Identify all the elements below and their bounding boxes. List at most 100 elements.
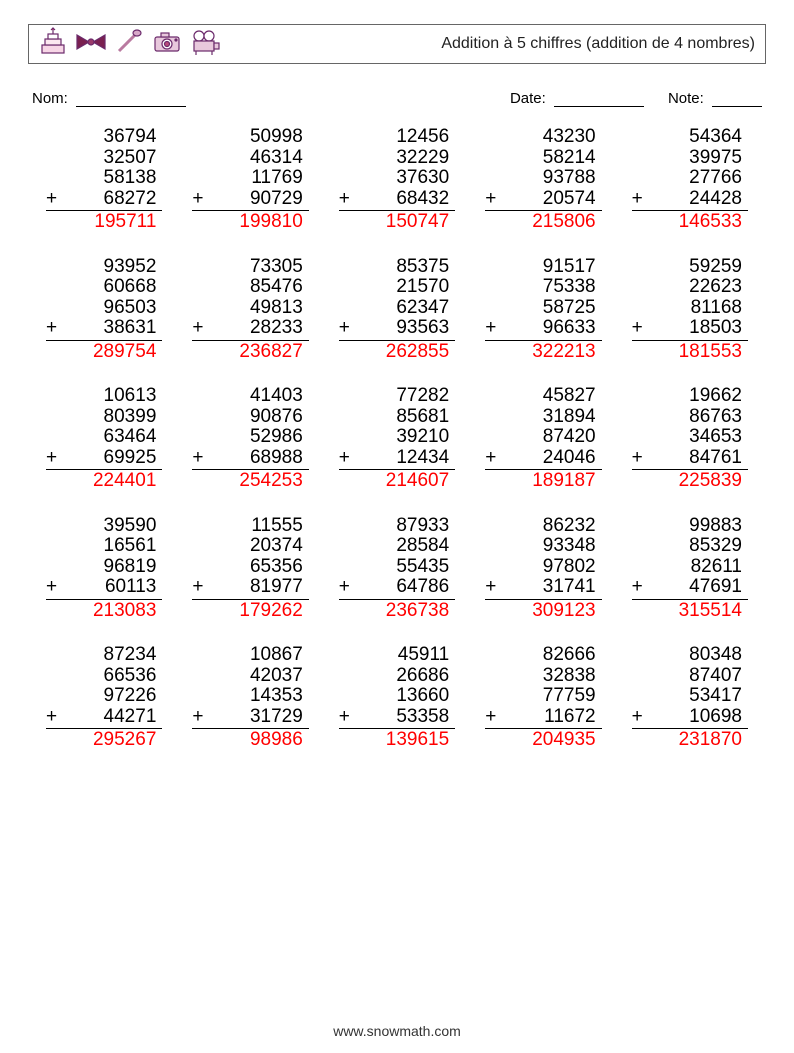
camera-icon xyxy=(149,27,185,62)
addend: 82666 xyxy=(485,645,601,666)
addend: 93952 xyxy=(46,257,162,278)
addend-last: +10698 xyxy=(632,707,748,730)
addend: 41403 xyxy=(192,386,308,407)
addend: 85681 xyxy=(339,407,455,428)
problem: 367943250758138+68272195711 xyxy=(46,127,162,233)
plus-sign: + xyxy=(192,707,203,728)
addend: 36794 xyxy=(46,127,162,148)
answer: 231870 xyxy=(632,729,748,751)
addend: 37630 xyxy=(339,168,455,189)
addend-last: +81977 xyxy=(192,577,308,600)
addend: 10867 xyxy=(192,645,308,666)
addend: 46314 xyxy=(192,148,308,169)
plus-sign: + xyxy=(192,318,203,339)
problem: 872346653697226+44271295267 xyxy=(46,645,162,751)
addend: 80399 xyxy=(46,407,162,428)
problem: 915177533858725+96633322213 xyxy=(485,257,601,363)
addend-last: +68272 xyxy=(46,189,162,212)
addend: 85476 xyxy=(192,277,308,298)
answer: 98986 xyxy=(192,729,308,751)
problem: 124563222937630+68432150747 xyxy=(339,127,455,233)
plus-sign: + xyxy=(339,189,350,210)
plus-sign: + xyxy=(192,577,203,598)
header: Addition à 5 chiffres (addition de 4 nom… xyxy=(28,24,766,64)
plus-sign: + xyxy=(192,189,203,210)
score-label: Note: xyxy=(668,90,704,107)
name-blank[interactable] xyxy=(76,92,186,107)
problem: 853752157062347+93563262855 xyxy=(339,257,455,363)
date-label: Date: xyxy=(510,90,546,107)
addend: 10613 xyxy=(46,386,162,407)
addend: 55435 xyxy=(339,557,455,578)
addend: 96503 xyxy=(46,298,162,319)
footer-text: www.snowmath.com xyxy=(0,1023,794,1039)
addend: 77282 xyxy=(339,386,455,407)
addend-last: +68432 xyxy=(339,189,455,212)
plus-sign: + xyxy=(632,318,643,339)
addend: 28584 xyxy=(339,536,455,557)
addend-last: +44271 xyxy=(46,707,162,730)
addend-last: +20574 xyxy=(485,189,601,212)
answer: 315514 xyxy=(632,600,748,622)
problem: 395901656196819+60113213083 xyxy=(46,516,162,622)
answer: 295267 xyxy=(46,729,162,751)
addend-last: +47691 xyxy=(632,577,748,600)
problem: 414039087652986+68988254253 xyxy=(192,386,308,492)
addend: 53417 xyxy=(632,686,748,707)
addend: 16561 xyxy=(46,536,162,557)
problem: 772828568139210+12434214607 xyxy=(339,386,455,492)
form-name: Nom: xyxy=(32,90,186,107)
addend: 86763 xyxy=(632,407,748,428)
answer: 150747 xyxy=(339,211,455,233)
answer: 322213 xyxy=(485,341,601,363)
addend: 80348 xyxy=(632,645,748,666)
addend: 99883 xyxy=(632,516,748,537)
score-blank[interactable] xyxy=(712,92,762,107)
addend-last: +18503 xyxy=(632,318,748,341)
problems-grid: 367943250758138+682721957115099846314117… xyxy=(28,127,766,751)
video-camera-icon xyxy=(187,27,223,62)
addend: 73305 xyxy=(192,257,308,278)
addend: 22623 xyxy=(632,277,748,298)
plus-sign: + xyxy=(485,577,496,598)
addend: 59259 xyxy=(632,257,748,278)
answer: 215806 xyxy=(485,211,601,233)
addend: 31894 xyxy=(485,407,601,428)
answer: 189187 xyxy=(485,470,601,492)
date-blank[interactable] xyxy=(554,92,644,107)
addend: 85329 xyxy=(632,536,748,557)
addend: 85375 xyxy=(339,257,455,278)
answer: 213083 xyxy=(46,600,162,622)
addend-last: +96633 xyxy=(485,318,601,341)
addend: 87407 xyxy=(632,666,748,687)
addend: 20374 xyxy=(192,536,308,557)
problem: 826663283877759+11672204935 xyxy=(485,645,601,751)
answer: 289754 xyxy=(46,341,162,363)
addend-last: +24046 xyxy=(485,448,601,471)
addend: 75338 xyxy=(485,277,601,298)
problem: 862329334897802+31741309123 xyxy=(485,516,601,622)
plus-sign: + xyxy=(632,577,643,598)
answer: 309123 xyxy=(485,600,601,622)
problem: 733058547649813+28233236827 xyxy=(192,257,308,363)
addend: 90876 xyxy=(192,407,308,428)
addend: 91517 xyxy=(485,257,601,278)
plus-sign: + xyxy=(632,448,643,469)
addend: 97802 xyxy=(485,557,601,578)
addend: 58138 xyxy=(46,168,162,189)
addend: 19662 xyxy=(632,386,748,407)
addend: 42037 xyxy=(192,666,308,687)
answer: 214607 xyxy=(339,470,455,492)
addend: 34653 xyxy=(632,427,748,448)
problem: 115552037465356+81977179262 xyxy=(192,516,308,622)
addend: 45827 xyxy=(485,386,601,407)
microphone-icon xyxy=(111,27,147,62)
form-date: Date: xyxy=(510,90,644,107)
answer: 181553 xyxy=(632,341,748,363)
problem: 432305821493788+20574215806 xyxy=(485,127,601,233)
problem: 543643997527766+24428146533 xyxy=(632,127,748,233)
plus-sign: + xyxy=(339,318,350,339)
addend-last: +11672 xyxy=(485,707,601,730)
addend: 87933 xyxy=(339,516,455,537)
addend-last: +12434 xyxy=(339,448,455,471)
